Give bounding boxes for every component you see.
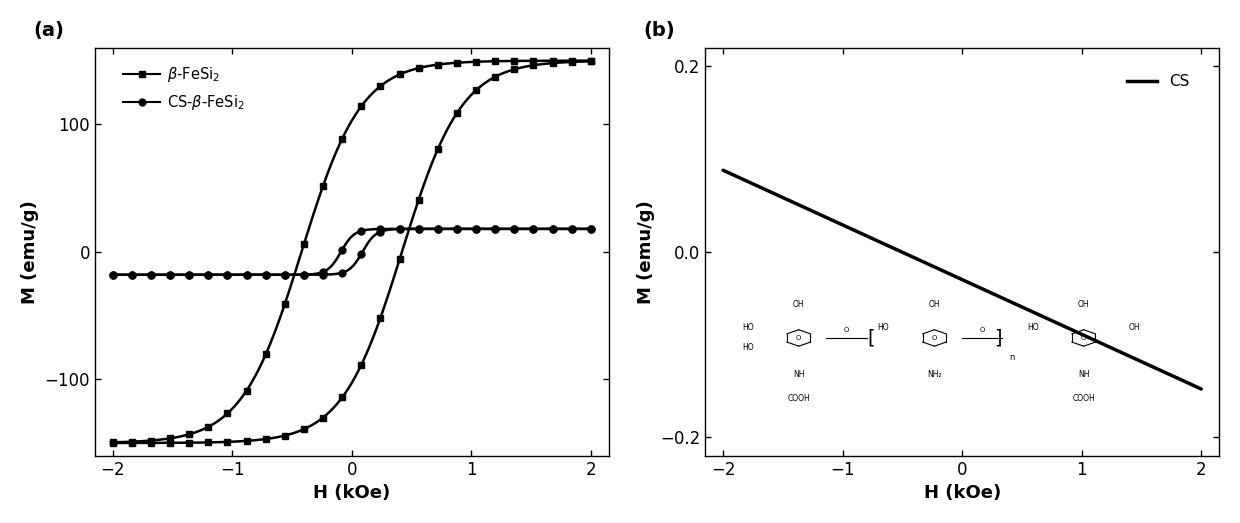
X-axis label: H (kOe): H (kOe)	[314, 484, 391, 502]
Legend: $\beta$-FeSi$_2$, CS-$\beta$-FeSi$_2$: $\beta$-FeSi$_2$, CS-$\beta$-FeSi$_2$	[118, 59, 250, 118]
Text: (a): (a)	[33, 21, 64, 40]
Legend: CS: CS	[1121, 68, 1197, 95]
Text: (b): (b)	[644, 21, 675, 40]
Y-axis label: M (emu/g): M (emu/g)	[21, 200, 38, 304]
X-axis label: H (kOe): H (kOe)	[924, 484, 1001, 502]
Y-axis label: M (emu/g): M (emu/g)	[636, 200, 655, 304]
